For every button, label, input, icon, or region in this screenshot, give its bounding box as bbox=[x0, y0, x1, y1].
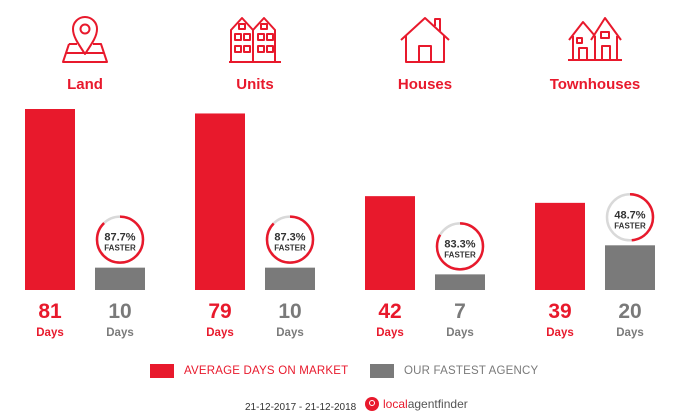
unit-label-agency-land: Days bbox=[106, 327, 134, 339]
percent-label-townhouses: 48.7% bbox=[614, 209, 645, 221]
bar-market-houses bbox=[365, 196, 415, 290]
bar-agency-land bbox=[95, 267, 145, 290]
unit-label-market-units: Days bbox=[206, 327, 234, 339]
bar-market-townhouses bbox=[535, 202, 585, 290]
percent-label-land: 87.7% bbox=[104, 232, 135, 244]
value-label-agency-units: 10 bbox=[278, 300, 301, 323]
value-label-agency-land: 10 bbox=[108, 300, 131, 323]
ring-progress-units bbox=[265, 215, 315, 264]
legend-label-agency: OUR FASTEST AGENCY bbox=[404, 365, 539, 377]
apartment-building-icon bbox=[229, 17, 281, 63]
days-on-market-chart: 81Days10Days87.7%FASTER79Days10Days87.3%… bbox=[25, 109, 655, 339]
percent-label-units: 87.3% bbox=[274, 232, 305, 244]
ring-progress-land bbox=[95, 215, 145, 264]
map-pin-icon bbox=[62, 16, 108, 63]
value-label-market-units: 79 bbox=[208, 300, 231, 323]
faster-label-houses: FASTER bbox=[444, 250, 476, 259]
ring-backdrop-land bbox=[95, 215, 145, 265]
value-label-market-land: 81 bbox=[38, 300, 62, 323]
townhouse-icon bbox=[568, 17, 622, 61]
faster-label-townhouses: FASTER bbox=[614, 221, 646, 230]
value-label-market-houses: 42 bbox=[378, 300, 401, 323]
faster-label-units: FASTER bbox=[274, 244, 306, 253]
bar-agency-houses bbox=[435, 274, 485, 290]
unit-label-market-land: Days bbox=[36, 327, 64, 339]
bar-market-units bbox=[195, 113, 245, 290]
unit-label-agency-townhouses: Days bbox=[616, 327, 644, 339]
unit-label-agency-units: Days bbox=[276, 327, 304, 339]
bar-agency-townhouses bbox=[605, 245, 655, 290]
ring-backdrop-townhouses bbox=[605, 192, 655, 242]
legend-swatch-agency bbox=[370, 364, 394, 378]
date-range: 21-12-2017 - 21-12-2018 bbox=[245, 402, 357, 413]
category-label-houses: Houses bbox=[397, 76, 453, 93]
ring-backdrop-houses bbox=[435, 221, 485, 271]
unit-label-agency-houses: Days bbox=[446, 327, 474, 339]
percent-label-houses: 83.3% bbox=[444, 238, 475, 250]
brand-text: localagentfinder bbox=[383, 397, 468, 411]
faster-label-land: FASTER bbox=[104, 244, 136, 253]
ring-progress-townhouses bbox=[605, 193, 655, 242]
ring-backdrop-units bbox=[265, 215, 315, 265]
bar-market-land bbox=[25, 109, 75, 290]
category-label-land: Land bbox=[67, 76, 103, 93]
category-label-townhouses: Townhouses bbox=[549, 76, 641, 93]
localagentfinder-logo: localagentfinder bbox=[365, 397, 468, 411]
value-label-agency-houses: 7 bbox=[454, 300, 466, 323]
legend-agency: OUR FASTEST AGENCY bbox=[370, 364, 538, 378]
legend-market: AVERAGE DAYS ON MARKET bbox=[150, 364, 348, 378]
legend-label-market: AVERAGE DAYS ON MARKET bbox=[184, 365, 349, 377]
unit-label-market-houses: Days bbox=[376, 327, 404, 339]
unit-label-market-townhouses: Days bbox=[546, 327, 574, 339]
brand-icon bbox=[365, 397, 379, 411]
legend-swatch-market bbox=[150, 364, 174, 378]
value-label-market-townhouses: 39 bbox=[548, 300, 571, 323]
bar-agency-units bbox=[265, 267, 315, 290]
ring-progress-houses bbox=[435, 222, 485, 271]
category-label-units: Units bbox=[236, 76, 274, 93]
value-label-agency-townhouses: 20 bbox=[618, 300, 641, 323]
house-icon bbox=[400, 17, 450, 63]
